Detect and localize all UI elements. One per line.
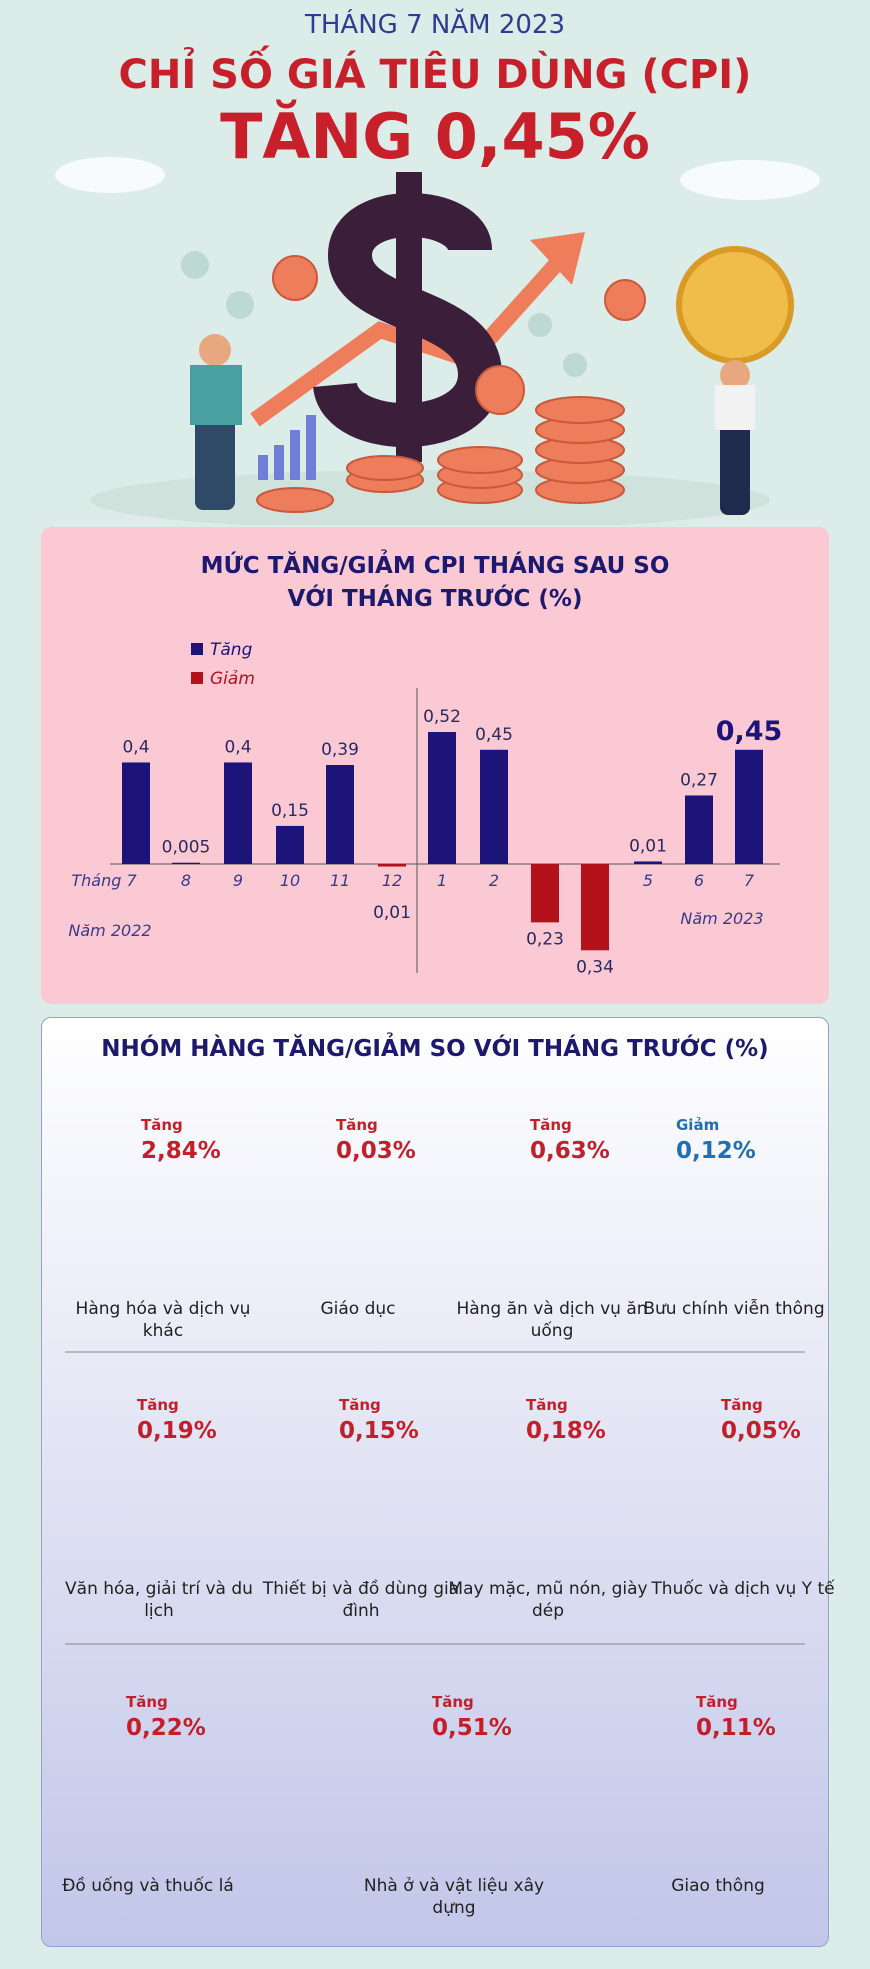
trend-value: 2,84% — [141, 1138, 221, 1164]
bar — [685, 795, 713, 864]
value-label: 0,39 — [321, 740, 359, 760]
bar — [224, 762, 252, 864]
title: CHỈ SỐ GIÁ TIÊU DÙNG (CPI) — [118, 52, 752, 98]
group-name: Văn hóa, giải trí và du lịch — [65, 1579, 253, 1621]
group-name: May mặc, mũ nón, giày dép — [448, 1579, 648, 1621]
group-name: Bưu chính viễn thông — [643, 1299, 825, 1319]
trend-label: Tăng — [721, 1396, 763, 1414]
value-label: 0,34 — [576, 957, 614, 977]
subtitle: THÁNG 7 NĂM 2023 — [305, 10, 565, 40]
trend-label: Tăng — [432, 1693, 474, 1711]
group-name: Đồ uống và thuốc lá — [62, 1876, 234, 1896]
trend-label: Tăng — [126, 1693, 168, 1711]
x-tick-label: 5 — [643, 871, 653, 890]
bar — [378, 864, 406, 867]
value-label: 0,27 — [680, 770, 718, 790]
value-label: 0,45 — [716, 716, 783, 747]
trend-label: Tăng — [526, 1396, 568, 1414]
bar — [122, 762, 150, 864]
trend-value: 0,03% — [336, 1138, 416, 1164]
x-tick-label: 8 — [181, 871, 191, 890]
x-tick-label: 7 — [744, 871, 755, 890]
legend-swatch — [191, 672, 203, 684]
trend-value: 0,22% — [126, 1715, 206, 1741]
bar — [276, 825, 304, 864]
group-name: Hàng ăn và dịch vụ ăn uống — [456, 1299, 648, 1341]
bar — [172, 862, 200, 864]
bar — [735, 749, 763, 864]
trend-label: Tăng — [696, 1693, 738, 1711]
legend-swatch — [191, 643, 203, 655]
trend-value: 0,05% — [721, 1418, 801, 1444]
bar — [581, 864, 609, 951]
group-name: Giáo dục — [320, 1299, 396, 1319]
legend-label: Giảm — [210, 669, 255, 689]
chart-title: MỨC TĂNG/GIẢM CPI THÁNG SAU SO VỚI THÁNG… — [200, 553, 670, 612]
trend-label: Tăng — [141, 1116, 183, 1134]
value-label: 0,15 — [271, 801, 309, 821]
group-name: Thuốc và dịch vụ Y tế — [651, 1579, 835, 1599]
value-label: 0,01 — [629, 836, 667, 856]
group-name: Thiết bị và đồ dùng gia đình — [262, 1579, 460, 1621]
annotation: Năm 2022 — [68, 921, 151, 940]
chart: Tháng 78910111212345670,40,0050,40,150,3… — [68, 640, 783, 977]
illustration — [55, 157, 820, 525]
value-label: 0,4 — [122, 737, 149, 757]
trend-value: 0,63% — [530, 1138, 610, 1164]
trend-label: Tăng — [530, 1116, 572, 1134]
trend-label: Tăng — [339, 1396, 381, 1414]
group-name: Giao thông — [671, 1876, 765, 1896]
value-label: 0,52 — [423, 707, 461, 727]
trend-label: Tăng — [336, 1116, 378, 1134]
value-label: 0,005 — [162, 838, 211, 858]
trend-label: Giảm — [676, 1116, 720, 1134]
groups-title: NHÓM HÀNG TĂNG/GIẢM SO VỚI THÁNG TRƯỚC (… — [101, 1036, 769, 1062]
trend-value: 0,51% — [432, 1715, 512, 1741]
bar — [531, 864, 559, 923]
trend-value: 0,11% — [696, 1715, 776, 1741]
x-tick-label: 11 — [330, 871, 350, 890]
bar — [326, 765, 354, 864]
trend-value: 0,19% — [137, 1418, 217, 1444]
x-tick-label: 10 — [280, 871, 300, 890]
x-tick-label: 1 — [437, 871, 447, 890]
x-tick-label: 12 — [382, 871, 402, 890]
trend-value: 0,15% — [339, 1418, 419, 1444]
x-tick-label: 2 — [489, 871, 499, 890]
groups-panel — [41, 1017, 829, 1947]
legend-label: Tăng — [210, 640, 253, 660]
x-tick-label: Tháng 7 — [71, 871, 137, 890]
trend-label: Tăng — [137, 1396, 179, 1414]
value-label: 0,4 — [224, 737, 251, 757]
annotation: Năm 2023 — [680, 909, 763, 928]
trend-value: 0,18% — [526, 1418, 606, 1444]
group-name: Nhà ở và vật liệu xây dựng — [363, 1876, 545, 1918]
bar — [428, 732, 456, 864]
bar — [634, 861, 662, 864]
group-name: Hàng hóa và dịch vụ khác — [75, 1299, 251, 1341]
x-tick-label: 9 — [233, 871, 243, 890]
value-label: 0,01 — [373, 903, 411, 923]
x-tick-label: 6 — [694, 871, 704, 890]
trend-value: 0,12% — [676, 1138, 756, 1164]
value-label: 0,45 — [475, 725, 513, 745]
bar — [480, 749, 508, 864]
headline: TĂNG 0,45% — [220, 100, 650, 173]
value-label: 0,23 — [526, 929, 564, 949]
